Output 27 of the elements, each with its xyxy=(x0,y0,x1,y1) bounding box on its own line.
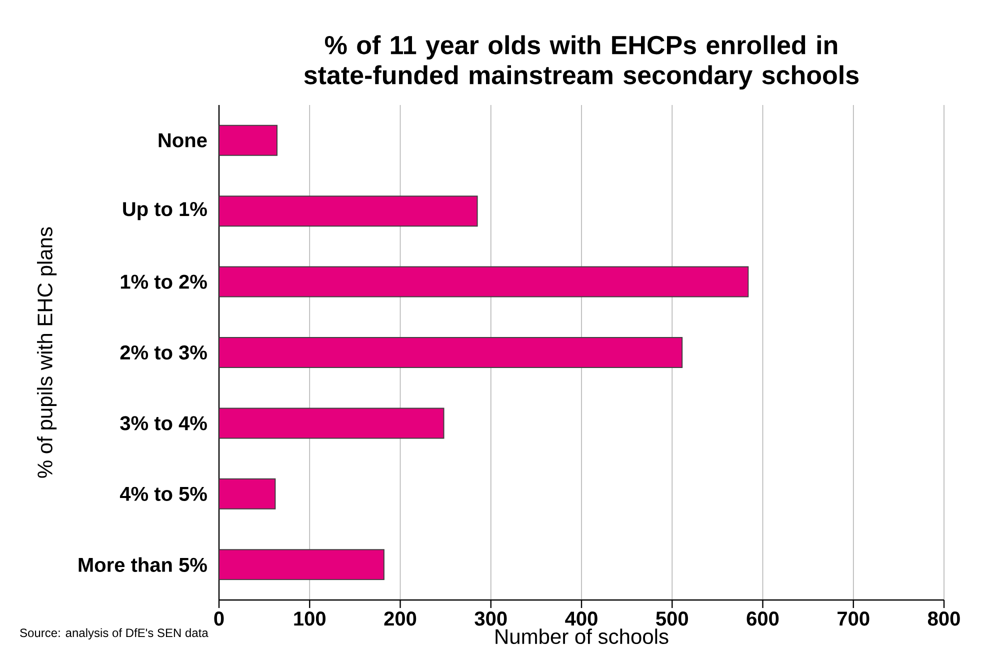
x-tick-label: 800 xyxy=(928,612,960,626)
x-tick-label: 400 xyxy=(565,612,598,626)
bar xyxy=(219,408,444,439)
bar xyxy=(219,337,683,368)
source-note: Source: analysis of DfE's SEN data xyxy=(20,628,208,640)
chart-title: % of 11 year olds with EHCPs enrolled in state-funded mainstream secondary schools xyxy=(304,35,859,90)
y-tick-label: 4% to 5% xyxy=(120,486,207,501)
x-tick-label: 600 xyxy=(746,612,779,626)
x-tick-label: 300 xyxy=(474,612,507,626)
x-tick-label: 500 xyxy=(656,612,688,626)
y-tick-label: Up to 1% xyxy=(123,202,207,220)
y-tick-label: None xyxy=(158,133,207,148)
y-tick-label: 3% to 4% xyxy=(120,416,207,430)
x-tick-label: 700 xyxy=(838,612,870,626)
bar xyxy=(219,196,478,227)
bar xyxy=(219,478,276,510)
bar xyxy=(219,266,749,298)
y-tick-label: 1% to 2% xyxy=(120,274,207,289)
y-tick-label: More than 5% xyxy=(78,557,207,572)
y-axis-title: % of pupils with EHC plans xyxy=(37,227,57,478)
x-axis-title: Number of schools xyxy=(496,628,668,644)
x-tick-label: 200 xyxy=(384,612,416,626)
x-tick-label: 100 xyxy=(294,612,326,626)
x-tick-label: 0 xyxy=(214,612,224,626)
bar xyxy=(219,549,384,580)
bar xyxy=(219,124,278,156)
y-tick-label: 2% to 3% xyxy=(120,345,207,360)
